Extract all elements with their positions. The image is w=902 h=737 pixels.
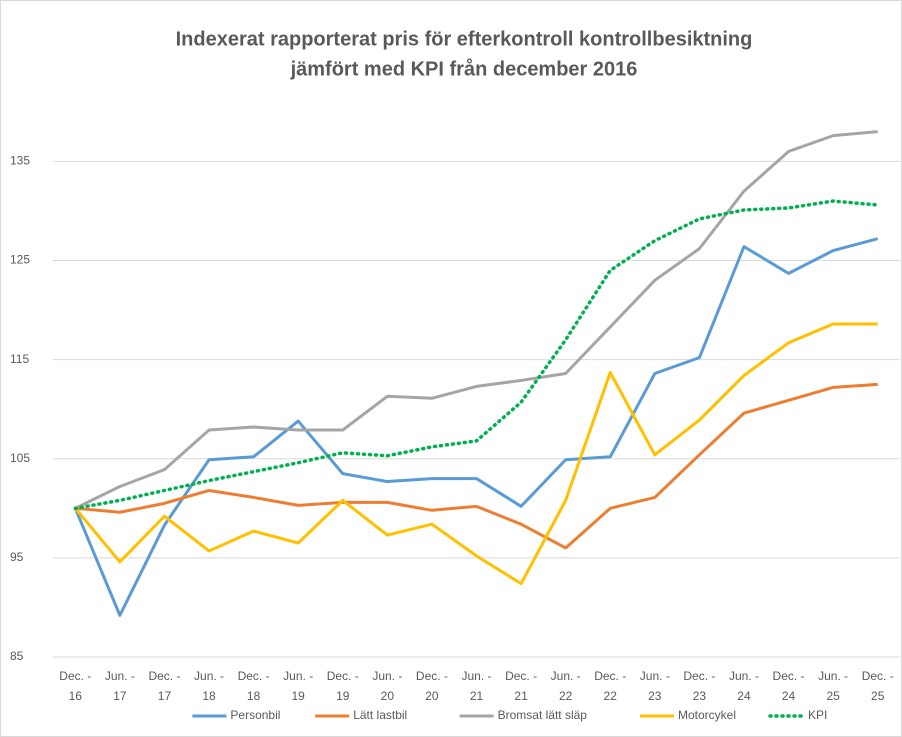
- x-tick-label: 25: [871, 689, 885, 703]
- x-tick-label: 22: [604, 689, 618, 703]
- y-tick-label: 85: [10, 649, 24, 663]
- x-tick-label: Dec. -: [683, 669, 715, 683]
- x-tick-label: Jun. -: [105, 669, 135, 683]
- series-line: [73, 199, 880, 511]
- x-tick-label: Dec. -: [148, 669, 180, 683]
- series-line: [75, 382, 878, 550]
- series-line: [74, 130, 878, 510]
- x-tick-label: Dec. -: [327, 669, 359, 683]
- x-tick-label: 17: [158, 689, 172, 703]
- y-tick-label: 125: [10, 253, 30, 267]
- x-tick-label: Jun. -: [640, 669, 670, 683]
- x-tick-label: 19: [292, 689, 306, 703]
- x-tick-label: 19: [336, 689, 350, 703]
- legend-label: Lätt lastbil: [353, 708, 407, 722]
- legend-label: Motorcykel: [678, 708, 736, 722]
- x-tick-label: 21: [470, 689, 484, 703]
- y-tick-label: 105: [10, 451, 30, 465]
- chart-title: Indexerat rapporterat pris för efterkont…: [176, 28, 753, 50]
- x-tick-label: Dec. -: [594, 669, 626, 683]
- x-tick-label: 24: [737, 689, 751, 703]
- x-tick-label: 25: [826, 689, 840, 703]
- x-tick-label: 18: [247, 689, 261, 703]
- x-tick-label: Dec. -: [862, 669, 894, 683]
- legend-label: Personbil: [230, 708, 280, 722]
- x-tick-label: Jun. -: [461, 669, 491, 683]
- y-tick-label: 115: [10, 352, 29, 366]
- chart-title: jämfört med KPI från december 2016: [290, 57, 638, 80]
- x-tick-label: Dec. -: [416, 669, 448, 683]
- x-tick-label: 22: [559, 689, 573, 703]
- y-tick-label: 95: [10, 550, 24, 564]
- x-tick-label: 17: [113, 689, 127, 703]
- x-tick-label: Dec. -: [505, 669, 537, 683]
- x-tick-label: Dec. -: [773, 669, 805, 683]
- x-tick-label: Dec. -: [238, 669, 270, 683]
- x-tick-label: Jun. -: [818, 669, 848, 683]
- x-tick-label: Jun. -: [283, 669, 313, 683]
- series-line: [73, 237, 879, 617]
- legend-label: Bromsat lätt släp: [498, 708, 588, 722]
- x-tick-label: 23: [648, 689, 662, 703]
- x-tick-label: 18: [202, 689, 216, 703]
- x-tick-label: 16: [69, 689, 83, 703]
- x-tick-label: Dec. -: [59, 669, 91, 683]
- series-line: [74, 322, 878, 586]
- x-tick-label: 23: [693, 689, 707, 703]
- x-tick-label: Jun. -: [551, 669, 581, 683]
- x-tick-label: Jun. -: [372, 669, 402, 683]
- y-tick-label: 135: [10, 154, 30, 168]
- x-tick-label: 24: [782, 689, 796, 703]
- x-tick-label: 20: [425, 689, 439, 703]
- legend-label: KPI: [808, 708, 827, 722]
- x-tick-label: 21: [514, 689, 528, 703]
- x-tick-label: Jun. -: [729, 669, 759, 683]
- x-tick-label: Jun. -: [194, 669, 224, 683]
- x-tick-label: 20: [381, 689, 395, 703]
